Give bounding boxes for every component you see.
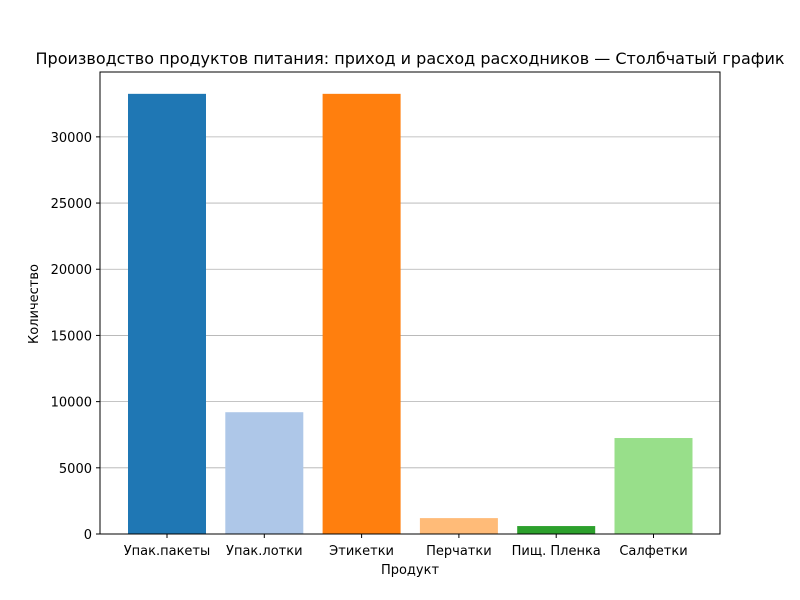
x-axis-label: Продукт: [381, 563, 440, 578]
y-tick-label: 0: [84, 528, 92, 543]
x-axis-ticks: Упак.пакеты Упак.лотки Этикетки Перчатки Пищ…: [124, 534, 688, 559]
y-tick-label: 20000: [51, 263, 92, 278]
y-axis-label: Количество: [27, 264, 42, 344]
x-tick-label: Этикетки: [329, 544, 394, 559]
chart-title: Производство продуктов питания: приход и…: [36, 49, 785, 68]
plot-frame: [99, 71, 721, 535]
y-tick-label: 30000: [51, 131, 92, 146]
y-tick-label: 15000: [51, 329, 92, 344]
bar-1: [128, 93, 206, 534]
bars: [128, 93, 693, 534]
bar-3: [322, 93, 401, 534]
bar-4: [419, 518, 498, 534]
x-tick-label: Перчатки: [426, 544, 492, 559]
bar-5: [517, 526, 596, 534]
x-tick-label: Упак.лотки: [226, 544, 303, 559]
x-tick-label: Пищ. Пленка: [512, 544, 601, 559]
x-tick-label: Упак.пакеты: [124, 544, 211, 559]
y-axis-ticks: 0 5000 10000 15000 20000 25000 30000: [51, 131, 100, 543]
bar-6: [614, 438, 693, 534]
bar-2: [225, 412, 304, 534]
y-tick-label: 25000: [51, 197, 92, 212]
y-tick-label: 5000: [59, 462, 92, 477]
y-tick-label: 10000: [51, 396, 92, 411]
x-tick-label: Салфетки: [619, 544, 687, 559]
